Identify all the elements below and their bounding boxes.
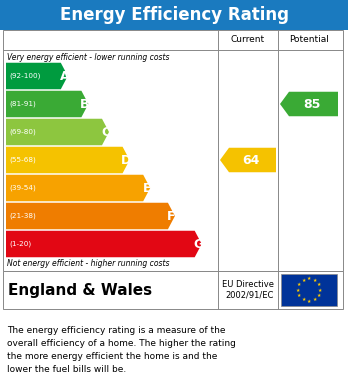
Text: Very energy efficient - lower running costs: Very energy efficient - lower running co… bbox=[7, 54, 169, 63]
Bar bbox=[0, 0, 348, 30]
Text: ★: ★ bbox=[307, 299, 311, 304]
Text: ★: ★ bbox=[318, 287, 322, 292]
Polygon shape bbox=[6, 147, 129, 173]
Text: (21-38): (21-38) bbox=[9, 213, 36, 219]
Bar bbox=[281, 274, 337, 306]
Text: ★: ★ bbox=[317, 282, 321, 287]
Text: EU Directive
2002/91/EC: EU Directive 2002/91/EC bbox=[222, 280, 274, 300]
Text: F: F bbox=[167, 210, 176, 222]
Text: 64: 64 bbox=[242, 154, 259, 167]
Text: The energy efficiency rating is a measure of the
overall efficiency of a home. T: The energy efficiency rating is a measur… bbox=[7, 326, 236, 374]
Bar bbox=[3, 271, 343, 309]
Polygon shape bbox=[6, 91, 88, 117]
Text: Potential: Potential bbox=[289, 36, 329, 45]
Text: (69-80): (69-80) bbox=[9, 129, 36, 135]
Polygon shape bbox=[220, 148, 276, 172]
Text: Energy Efficiency Rating: Energy Efficiency Rating bbox=[60, 6, 288, 24]
Text: ★: ★ bbox=[313, 297, 317, 302]
Text: (1-20): (1-20) bbox=[9, 241, 31, 247]
Text: ★: ★ bbox=[301, 278, 306, 283]
Text: ★: ★ bbox=[297, 293, 301, 298]
Polygon shape bbox=[6, 203, 175, 229]
Text: ★: ★ bbox=[307, 276, 311, 281]
Text: (92-100): (92-100) bbox=[9, 73, 40, 79]
Text: ★: ★ bbox=[317, 293, 321, 298]
Text: ★: ★ bbox=[301, 297, 306, 302]
Text: (55-68): (55-68) bbox=[9, 157, 36, 163]
Text: Not energy efficient - higher running costs: Not energy efficient - higher running co… bbox=[7, 258, 169, 267]
Text: England & Wales: England & Wales bbox=[8, 283, 152, 298]
Text: G: G bbox=[193, 237, 203, 251]
Polygon shape bbox=[6, 119, 109, 145]
Bar bbox=[3, 30, 343, 271]
Text: 85: 85 bbox=[303, 97, 321, 111]
Text: A: A bbox=[60, 70, 69, 83]
Text: D: D bbox=[121, 154, 131, 167]
Text: (81-91): (81-91) bbox=[9, 101, 36, 107]
Text: (39-54): (39-54) bbox=[9, 185, 36, 191]
Polygon shape bbox=[6, 175, 150, 201]
Polygon shape bbox=[280, 92, 338, 116]
Polygon shape bbox=[6, 231, 202, 257]
Text: ★: ★ bbox=[313, 278, 317, 283]
Text: C: C bbox=[101, 126, 110, 138]
Text: B: B bbox=[80, 97, 90, 111]
Text: Current: Current bbox=[231, 36, 265, 45]
Text: ★: ★ bbox=[297, 282, 301, 287]
Text: ★: ★ bbox=[295, 287, 300, 292]
Polygon shape bbox=[6, 63, 68, 89]
Text: E: E bbox=[142, 181, 151, 194]
